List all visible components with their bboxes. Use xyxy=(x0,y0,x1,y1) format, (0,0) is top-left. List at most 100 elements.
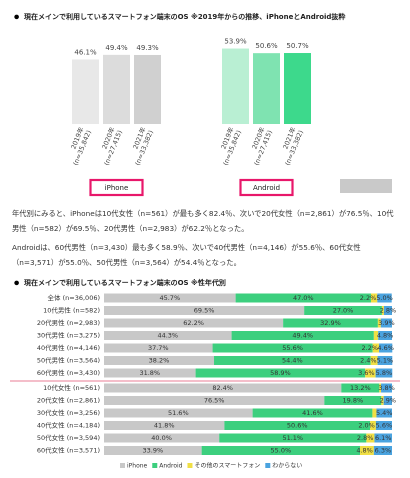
bar-segment xyxy=(366,433,375,443)
value-label: 38.2% xyxy=(149,357,170,365)
bar-segment xyxy=(379,343,393,353)
value-label: 49.4% xyxy=(105,44,128,52)
value-label: 37.7% xyxy=(148,344,169,352)
bar-segment xyxy=(341,383,380,393)
y-tick-label: 40代男性 (n=4,146) xyxy=(37,343,100,352)
legend-label: その他のスマートフォン xyxy=(194,462,260,470)
value-label: 54.4% xyxy=(282,357,303,365)
bar-segment xyxy=(104,396,325,405)
value-label: 41.6% xyxy=(302,409,323,417)
value-label: 82.4% xyxy=(212,384,233,392)
bar-segment xyxy=(370,356,378,365)
category-label: 2021年(n=33,382) xyxy=(281,125,305,166)
value-label: 32.9% xyxy=(320,319,341,327)
legend-swatch xyxy=(152,463,158,468)
y-tick-label: 30代女性 (n=3,256) xyxy=(37,408,100,417)
bar-segment xyxy=(252,408,373,418)
bar-segment xyxy=(383,306,392,315)
bar-segment xyxy=(235,293,371,303)
y-tick-label: 40代女性 (n=4,184) xyxy=(37,421,100,430)
category-label: 2020年(n=27,415) xyxy=(100,125,124,166)
bullet: ● xyxy=(14,14,19,21)
value-label: 4.8% xyxy=(377,332,394,340)
bar xyxy=(222,48,249,124)
y-tick-label: 60代女性 (n=3,571) xyxy=(37,446,100,455)
legend-label: iPhone xyxy=(127,463,148,470)
value-label: 4.8% xyxy=(356,447,373,455)
value-label: 51.6% xyxy=(168,409,189,417)
bar-segment xyxy=(201,446,361,455)
y-tick-label: 20代女性 (n=2,861) xyxy=(37,396,100,405)
value-label: 49.4% xyxy=(292,332,313,340)
value-label: 69.5% xyxy=(194,307,215,315)
value-label: 58.9% xyxy=(270,369,291,377)
category-label: 2020年(n=27,415) xyxy=(250,125,274,166)
bar-segment xyxy=(372,408,377,418)
bar-segment xyxy=(378,331,392,340)
bar-segment xyxy=(104,421,225,430)
bar-segment xyxy=(365,368,376,378)
group-box xyxy=(89,178,144,197)
value-label: 40.0% xyxy=(151,434,172,442)
category-label: 2019年(n=35,842) xyxy=(69,125,93,166)
chart-title: 現在メインで利用しているスマートフォン端末のOS ※2019年からの推移、iPh… xyxy=(24,12,345,21)
y-tick-label: 10代女性 (n=561) xyxy=(43,383,100,392)
bar-segment xyxy=(104,318,284,328)
value-label: 2.8% xyxy=(357,434,374,442)
bar-segment xyxy=(377,356,393,365)
value-label: 4.6% xyxy=(377,344,394,352)
y-tick-label: 30代男性 (n=3,275) xyxy=(37,331,100,340)
bar-segment xyxy=(104,356,215,365)
legend-swatch xyxy=(187,463,193,468)
bar-segment xyxy=(372,343,380,353)
value-label: 3.8% xyxy=(378,384,395,392)
bar-segment xyxy=(224,421,371,430)
value-label: 19.8% xyxy=(343,397,364,405)
legend-label: Android xyxy=(159,463,182,470)
value-label: 2.9% xyxy=(380,397,397,405)
bar-segment xyxy=(104,446,202,455)
legend-label: わからない xyxy=(272,463,302,470)
bar-segment xyxy=(381,383,392,393)
value-label: 6.3% xyxy=(375,447,392,455)
y-tick-label: 50代男性 (n=3,564) xyxy=(37,356,100,365)
value-label: 2.8% xyxy=(380,307,397,315)
bar xyxy=(253,53,280,124)
legend-swatch xyxy=(265,463,271,468)
value-label: 13.2% xyxy=(350,384,371,392)
bar-segment xyxy=(379,383,382,393)
value-label: 76.5% xyxy=(204,397,225,405)
bar-segment xyxy=(383,396,392,405)
bar-segment xyxy=(377,293,392,303)
bar-segment xyxy=(104,306,305,315)
value-label: 55.0% xyxy=(271,447,292,455)
value-label: 27.0% xyxy=(333,307,354,315)
value-label: 50.6% xyxy=(255,42,278,50)
bar-segment xyxy=(381,396,384,405)
value-label: 46.1% xyxy=(74,48,97,56)
legend-swatch xyxy=(120,463,125,468)
chart-title: 現在メインで利用しているスマートフォン端末のOS ※性年代別 xyxy=(24,278,226,287)
value-label: 50.7% xyxy=(286,42,309,50)
bar-segment xyxy=(104,383,342,393)
blurred-logo xyxy=(340,179,392,193)
bar-segment xyxy=(381,306,384,315)
value-label: 2.2% xyxy=(362,344,379,352)
bar-segment xyxy=(219,433,367,443)
bar-segment xyxy=(104,343,213,353)
value-label: 47.0% xyxy=(293,294,314,302)
value-label: 5.6% xyxy=(376,422,393,430)
bar-segment xyxy=(360,446,374,455)
value-label: 2.2% xyxy=(360,294,377,302)
bar-segment xyxy=(373,331,379,340)
paragraph: 年代別にみると、iPhoneは10代女性（n=561）が最も多く82.4％、次い… xyxy=(12,209,394,233)
bar-segment xyxy=(104,433,220,443)
value-label: 53.9% xyxy=(224,38,247,46)
value-label: 2.0% xyxy=(358,422,375,430)
value-label: 49.3% xyxy=(136,44,159,52)
bar-segment xyxy=(375,368,393,378)
bar-segment xyxy=(376,408,392,418)
category-label: 2021年(n=33,382) xyxy=(131,125,155,166)
value-label: 5.8% xyxy=(376,369,393,377)
